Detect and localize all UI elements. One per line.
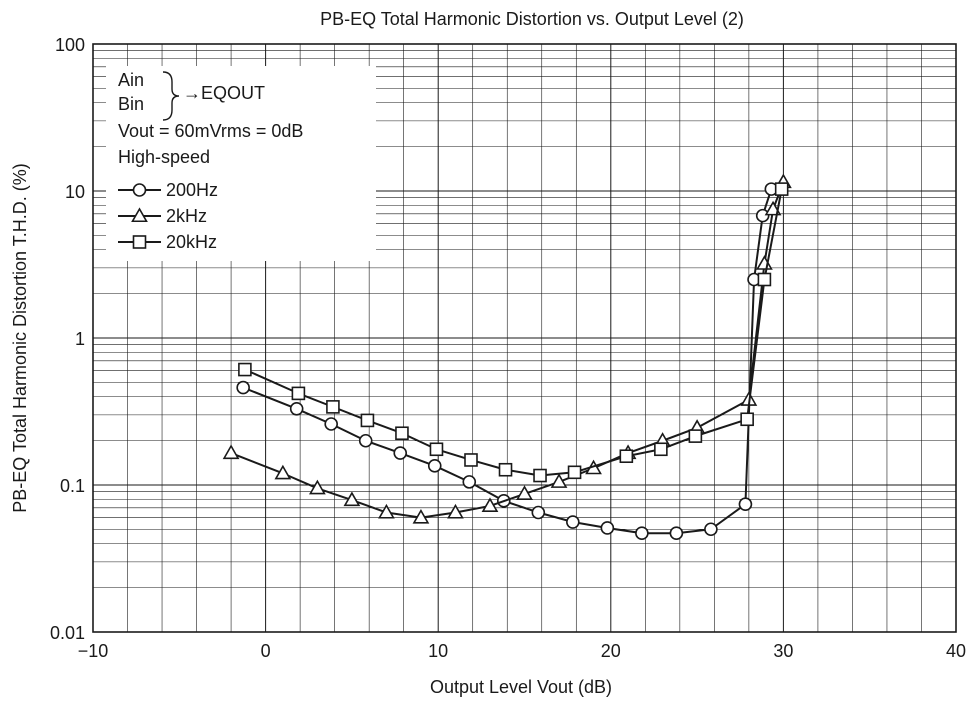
data-point-2khz: [447, 503, 464, 519]
data-point-20khz: [688, 429, 703, 443]
data-point-200hz: [704, 522, 718, 537]
legend-marker-200hz: [132, 183, 147, 197]
y-tick-label: 1: [75, 329, 85, 349]
data-point-20khz: [360, 413, 375, 428]
legend-reference-level: Vout = 60mVrms = 0dB: [118, 121, 303, 141]
legend: Ain Bin →EQOUT Vout = 60mVrms = 0dB High…: [106, 66, 376, 261]
series-200hz: [236, 182, 779, 541]
legend-entries: 200Hz 2kHz 20kHz: [118, 180, 218, 252]
y-tick-label: 0.1: [60, 476, 85, 496]
data-point-2khz: [309, 479, 326, 495]
legend-label-200hz: 200Hz: [166, 180, 218, 200]
data-point-2khz: [378, 503, 395, 519]
data-point-20khz: [619, 449, 634, 464]
data-point-2khz: [516, 485, 533, 500]
data-point-200hz: [358, 433, 373, 448]
data-point-200hz: [393, 446, 408, 460]
data-point-20khz: [395, 426, 409, 441]
data-point-200hz: [324, 417, 338, 431]
data-point-200hz: [236, 380, 250, 395]
x-tick-label: 20: [601, 641, 621, 661]
data-point-20khz: [326, 400, 340, 414]
data-point-2khz: [412, 508, 430, 524]
data-point-20khz: [498, 462, 513, 477]
legend-marker-20khz: [132, 235, 147, 249]
x-tick-label: 0: [261, 641, 271, 661]
data-point-200hz: [755, 208, 770, 223]
data-point-2khz: [550, 473, 568, 488]
data-point-20khz: [757, 272, 772, 287]
legend-output-label: →EQOUT: [183, 83, 265, 103]
data-point-20khz: [533, 468, 547, 483]
data-point-20khz: [429, 442, 444, 457]
plot-frame: [92, 43, 957, 633]
chart-title: PB-EQ Total Harmonic Distortion vs. Outp…: [320, 9, 744, 29]
y-tick-labels: 0.01 0.1 1 10 100: [50, 35, 85, 643]
x-tick-label: −10: [78, 641, 109, 661]
legend-brace: [162, 71, 180, 121]
y-tick-label: 10: [65, 182, 85, 202]
data-point-20khz: [774, 182, 789, 196]
data-point-200hz: [635, 526, 649, 541]
data-point-20khz: [464, 453, 478, 467]
y-axis-title: PB-EQ Total Harmonic Distortion T.H.D. (…: [10, 163, 30, 512]
series-layer: [222, 173, 792, 541]
data-point-20khz: [740, 412, 754, 427]
x-tick-labels: −10 0 10 20 30 40: [78, 641, 966, 661]
data-point-2khz: [481, 497, 499, 513]
data-point-200hz: [531, 505, 546, 520]
data-point-20khz: [238, 362, 252, 377]
legend-input-a: Ain: [118, 70, 144, 90]
x-tick-label: 40: [946, 641, 966, 661]
data-point-2khz: [222, 444, 240, 460]
data-point-200hz: [738, 497, 753, 512]
series-line-20khz: [244, 188, 783, 477]
data-point-200hz: [669, 526, 684, 541]
legend-label-2khz: 2kHz: [166, 206, 207, 226]
data-point-200hz: [427, 459, 442, 473]
data-point-20khz: [567, 465, 582, 480]
data-point-20khz: [654, 442, 668, 457]
y-tick-label: 0.01: [50, 623, 85, 643]
x-axis-title: Output Level Vout (dB): [430, 677, 612, 697]
data-point-200hz: [566, 515, 580, 529]
data-point-200hz: [289, 401, 304, 416]
series-20khz: [238, 182, 789, 483]
x-tick-label: 10: [428, 641, 448, 661]
data-point-2khz: [274, 464, 292, 480]
legend-label-20khz: 20kHz: [166, 232, 217, 252]
legend-mode: High-speed: [118, 147, 210, 167]
x-tick-label: 30: [773, 641, 793, 661]
y-tick-label: 100: [55, 35, 85, 55]
legend-background: [106, 66, 376, 261]
legend-marker-2khz: [131, 207, 148, 223]
legend-input-b: Bin: [118, 94, 144, 114]
data-point-200hz: [600, 521, 615, 535]
data-point-200hz: [462, 475, 477, 489]
data-point-2khz: [343, 491, 361, 507]
data-point-20khz: [291, 386, 306, 401]
